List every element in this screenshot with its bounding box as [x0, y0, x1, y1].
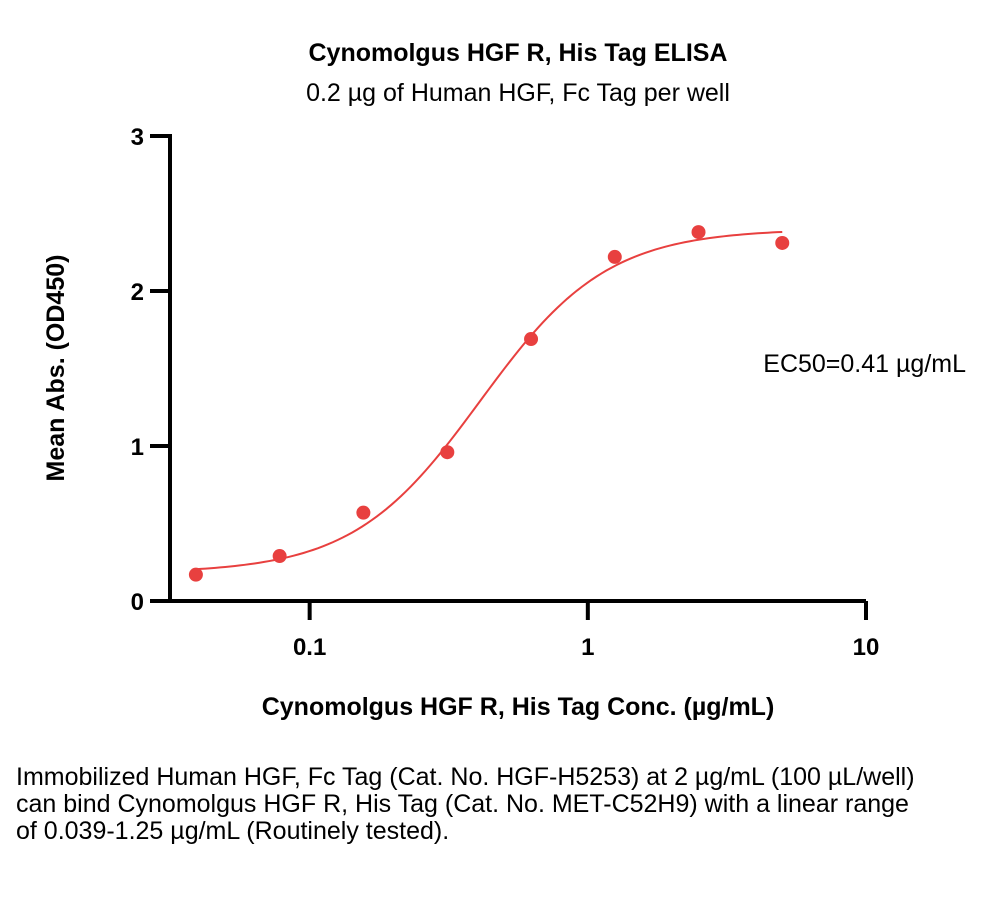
- x-tick-label-1: 1: [581, 634, 594, 661]
- data-point-2: [356, 505, 371, 520]
- y-tick-label-0: 0: [131, 589, 144, 616]
- fit-curve-group: [195, 230, 783, 571]
- figure-caption: Immobilized Human HGF, Fc Tag (Cat. No. …: [16, 763, 915, 845]
- chart-title: Cynomolgus HGF R, His Tag ELISA: [308, 39, 727, 67]
- data-point-5: [607, 249, 622, 264]
- y-tick-label-1: 1: [131, 434, 144, 461]
- x-tick-label-0: 0.1: [293, 634, 326, 661]
- ec50-annotation: EC50=0.41 µg/mL: [763, 350, 966, 378]
- data-point-0: [188, 567, 203, 582]
- y-tick-label-3: 3: [131, 124, 144, 151]
- tick-marks: 0 1 2 3 0.1 1 10: [131, 124, 880, 661]
- chart-subtitle: 0.2 µg of Human HGF, Fc Tag per well: [306, 79, 730, 107]
- x-tick-label-2: 10: [853, 634, 880, 661]
- data-point-1: [272, 549, 287, 564]
- y-axis-label: Mean Abs. (OD450): [42, 255, 70, 482]
- fit-curve: [195, 230, 783, 571]
- data-point-6: [691, 225, 706, 240]
- y-tick-label-2: 2: [131, 279, 144, 306]
- x-axis-label: Cynomolgus HGF R, His Tag Conc. (µg/mL): [262, 693, 775, 721]
- axes: [168, 134, 866, 603]
- data-point-7: [775, 235, 790, 250]
- data-point-4: [524, 332, 539, 347]
- data-points: [188, 225, 790, 582]
- data-point-3: [440, 445, 455, 460]
- elisa-chart: Cynomolgus HGF R, His Tag ELISA 0.2 µg o…: [42, 39, 966, 721]
